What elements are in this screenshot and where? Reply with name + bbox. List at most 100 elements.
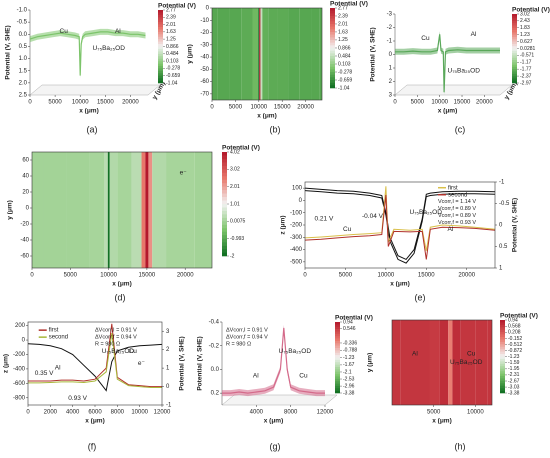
heat-column (268, 8, 278, 100)
colorbar-cell (158, 75, 163, 79)
axis-box (29, 84, 161, 96)
heat-column (439, 320, 449, 405)
colorbar-cell (330, 66, 335, 70)
colorbar-cell (335, 359, 340, 363)
heat-column (460, 320, 476, 405)
colorbar-cell (335, 374, 340, 377)
y-axis-label: z (μm) (3, 354, 10, 373)
colorbar-tick-label: -0.278 (166, 66, 180, 72)
colorbar-cell (222, 238, 227, 243)
y-tick-label: -200 (290, 223, 303, 229)
heat-column (429, 320, 440, 405)
colorbar-cell (330, 32, 335, 35)
colorbar-cell (222, 176, 227, 181)
colorbar-cell (512, 55, 517, 58)
colorbar-cell (512, 39, 517, 42)
colorbar-cell (500, 332, 505, 335)
x-tick-label: 20000 (177, 273, 194, 279)
heat-column (319, 8, 322, 100)
y-axis-label: Potential (V, SHE) (370, 27, 377, 81)
colorbar-cell (330, 37, 335, 41)
colorbar-tick-label: -0.659 (166, 73, 180, 79)
x-axis-label: x (μm) (257, 113, 277, 120)
heat-column (141, 152, 146, 268)
colorbar-cell (335, 383, 340, 387)
colorbar-cell (330, 69, 335, 73)
y-tick-label: -40 (20, 238, 29, 244)
colorbar-cell (500, 351, 505, 355)
colorbar-cell (330, 56, 335, 59)
heat-column (475, 320, 488, 405)
x-tick-label: 5000 (427, 410, 441, 416)
colorbar-title: Potential (V) (158, 3, 196, 10)
colorbar-cell (222, 193, 227, 198)
colorbar-tick-label: 0.484 (166, 51, 179, 57)
heat-column (252, 8, 259, 100)
colorbar-tick-label: 2.77 (166, 7, 176, 13)
colorbar-cell (335, 345, 340, 349)
colorbar-cell (158, 29, 163, 33)
colorbar-tick-label: -1.77 (520, 67, 532, 73)
colorbar-cell (512, 32, 517, 35)
data-line (304, 187, 496, 261)
axis-box (221, 394, 338, 406)
colorbar-cell (222, 242, 227, 246)
colorbar-cell (330, 21, 335, 25)
colorbar-cell (512, 27, 517, 31)
colorbar-cell (330, 72, 335, 75)
colorbar-cell (158, 10, 163, 13)
surface-band (30, 28, 146, 79)
x-tick-label: 6000 (88, 410, 102, 416)
colorbar-cell (500, 334, 505, 338)
colorbar-cell (335, 352, 340, 356)
annotation: Al (412, 351, 418, 358)
panel-caption: (c) (455, 124, 466, 134)
x-tick-label: 10000 (467, 410, 484, 416)
colorbar-cell (512, 53, 517, 56)
colorbar-tick-label: -0.788 (343, 348, 357, 354)
colorbar-cell (330, 10, 335, 14)
y-tick-label: -40 (200, 55, 209, 61)
x-tick-label: 0 (30, 273, 34, 279)
panel-caption: (e) (415, 292, 426, 302)
y-tick-label: 2.0 (19, 80, 28, 86)
colorbar-cell (222, 204, 227, 208)
y-tick-label: 200 (15, 323, 26, 329)
colorbar-tick-label: -2 (230, 253, 235, 259)
x-tick-label: 15000 (418, 273, 435, 279)
heat-column (392, 320, 401, 405)
colorbar-cell (512, 66, 517, 70)
legend-label: first (49, 328, 59, 334)
y-tick-label: -400 (13, 366, 26, 372)
colorbar-cell (335, 388, 340, 391)
colorbar-cell (500, 324, 505, 328)
colorbar-cell (500, 383, 505, 386)
axis-box (394, 84, 513, 96)
colorbar-cell (222, 152, 227, 156)
colorbar-cell (512, 46, 517, 49)
colorbar-tick-label: -2.67 (508, 378, 520, 384)
colorbar-cell (500, 320, 505, 323)
y2-tick-label: 1 (499, 266, 503, 272)
y-tick-label: -70 (200, 91, 209, 97)
annotation: U₇₅Ba₂₅OD (279, 348, 312, 355)
panel-caption: (d) (115, 292, 126, 302)
legend-note: ΔVcorr,I = 0.91 V (95, 328, 137, 334)
y-axis-label: Potential (V, SHE) (5, 25, 12, 79)
heat-column (104, 152, 108, 268)
annotation: 0.21 V (315, 216, 334, 223)
legend-note: ΔVcorr,f = 0.94 V (95, 335, 137, 341)
x-tick-label: 10000 (131, 410, 148, 416)
heat-column (241, 8, 253, 100)
colorbar-cell (500, 337, 505, 340)
colorbar-tick-label: 2.77 (338, 5, 348, 11)
legend-note: Vcorr,I = 0.89 V (438, 213, 476, 219)
annotation: -0.04 V (362, 213, 384, 220)
colorbar-tick-label: 2.01 (166, 22, 176, 28)
x-tick-label: 20000 (476, 100, 493, 106)
y-tick-label: -200 (13, 352, 26, 358)
colorbar-tick-label: 0.208 (508, 330, 521, 336)
annotation: e⁻ (138, 360, 146, 367)
colorbar-cell (500, 366, 505, 369)
